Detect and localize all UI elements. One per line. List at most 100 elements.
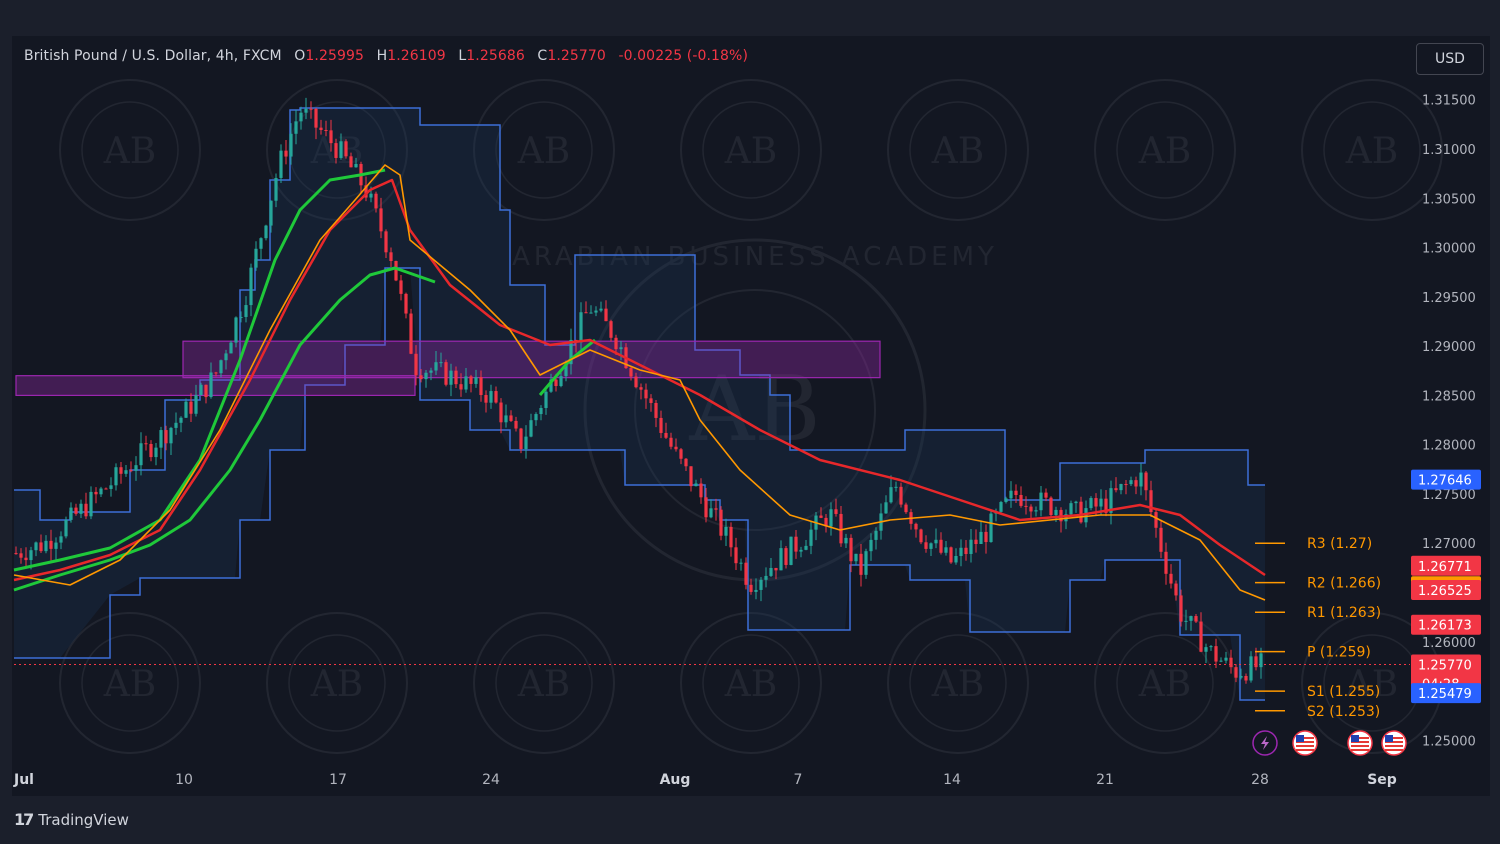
- y-axis-tick-label: 1.28500: [1422, 389, 1476, 404]
- candle-body: [1204, 647, 1208, 652]
- supply-demand-zone: [15, 375, 416, 396]
- candle-body: [854, 553, 858, 562]
- candle-body: [24, 557, 28, 561]
- candle-body: [844, 537, 848, 544]
- flag-stripe: [1385, 737, 1403, 739]
- watermark-ring-inner: [1116, 101, 1214, 199]
- candle-body: [129, 470, 133, 472]
- candle-body: [704, 497, 708, 518]
- candle-body: [1129, 480, 1133, 485]
- candle-body: [484, 395, 488, 403]
- candle-body: [244, 305, 248, 317]
- candle-body: [14, 553, 18, 555]
- candle-body: [604, 308, 608, 322]
- open-label: O: [294, 48, 306, 64]
- watermark-ring-inner: [288, 634, 386, 732]
- legend-header: British Pound / U.S. Dollar, 4h, FXCM O 1…: [24, 48, 748, 64]
- candle-body: [944, 547, 948, 553]
- price-tag-value: 1.26173: [1418, 619, 1472, 634]
- candle-body: [684, 458, 688, 467]
- price-tag-value: 1.26771: [1418, 560, 1472, 575]
- us-flag-icon: [1292, 730, 1318, 756]
- candle-body: [204, 384, 208, 398]
- watermark-ring: [680, 79, 822, 221]
- candle-body: [1099, 498, 1103, 507]
- candle-body: [304, 108, 308, 113]
- candle-body: [939, 539, 943, 553]
- chart-area[interactable]: [12, 36, 1490, 796]
- candle-body: [104, 488, 108, 490]
- price-tag-value: 1.25479: [1418, 687, 1472, 702]
- candle-body: [554, 379, 558, 387]
- candle-body: [989, 513, 993, 543]
- candle-body: [904, 504, 908, 513]
- candle-body: [164, 430, 168, 444]
- candle-body: [34, 542, 38, 551]
- y-axis-tick-label: 1.29000: [1422, 340, 1476, 355]
- candle-body: [1104, 498, 1108, 513]
- candle-body: [699, 483, 703, 498]
- candle-body: [569, 339, 573, 365]
- candle-body: [1124, 484, 1128, 486]
- flag-stripe: [1385, 749, 1403, 751]
- candle-body: [179, 417, 183, 423]
- ema-red-line: [13, 178, 1266, 582]
- brand-name: TradingView: [38, 810, 129, 829]
- flag-stripe: [1385, 741, 1403, 743]
- brand[interactable]: 17 TradingView: [14, 810, 129, 829]
- watermark-initials: AB: [517, 131, 570, 172]
- flag-stripe: [1351, 745, 1369, 747]
- candle-body: [709, 508, 713, 518]
- candle-body: [1029, 506, 1033, 512]
- watermark-ring: [59, 79, 201, 221]
- candle-body: [94, 491, 98, 495]
- watermark-ring: [266, 612, 408, 754]
- y-axis-tick-label: 1.31500: [1422, 94, 1476, 109]
- candle-body: [619, 347, 623, 350]
- lightning-icon: [1252, 730, 1278, 756]
- candle-body: [114, 467, 118, 486]
- candle-body: [339, 141, 343, 158]
- currency-button[interactable]: USD: [1416, 43, 1484, 75]
- flag-stripe: [1296, 749, 1314, 751]
- low-value: 1.25686: [466, 48, 525, 64]
- candle-body: [719, 509, 723, 536]
- candle-body: [459, 384, 463, 390]
- x-axis-tick-label: Sep: [1367, 772, 1397, 788]
- candle-body: [434, 362, 438, 371]
- flag-canton: [1296, 735, 1304, 742]
- candle-body: [424, 372, 428, 380]
- candle-body: [829, 509, 833, 527]
- x-axis-tick-label: 14: [943, 772, 961, 788]
- candle-body: [834, 509, 838, 514]
- y-axis-tick-label: 1.27000: [1422, 537, 1476, 552]
- flag-stripe: [1296, 737, 1314, 739]
- candle-body: [1194, 616, 1198, 622]
- candle-body: [759, 579, 763, 590]
- candle-body: [209, 372, 213, 398]
- watermark-ring-inner: [1323, 101, 1421, 199]
- candle-body: [1114, 488, 1118, 491]
- candle-body: [404, 293, 408, 314]
- candle-body: [864, 551, 868, 575]
- candle-body: [449, 370, 453, 385]
- candle-body: [74, 507, 78, 514]
- candle-body: [294, 121, 298, 134]
- candle-body: [559, 376, 563, 387]
- candle-body: [334, 143, 338, 158]
- candle-body: [894, 486, 898, 488]
- candle-body: [729, 526, 733, 548]
- watermark-big-ring-inner: [634, 289, 876, 531]
- flag-stripe: [1351, 737, 1369, 739]
- supply-demand-zone: [182, 340, 881, 379]
- candle-body: [1109, 488, 1113, 513]
- watermark-ring-inner: [909, 634, 1007, 732]
- price-tag: 1.26525: [1411, 580, 1481, 601]
- symbol-title: British Pound / U.S. Dollar, 4h, FXCM: [24, 48, 282, 64]
- y-axis-tick-label: 1.28000: [1422, 439, 1476, 454]
- x-axis-tick-label: 28: [1251, 772, 1269, 788]
- candle-body: [394, 260, 398, 281]
- watermark-initials: AB: [310, 664, 363, 705]
- watermark-ring: [1301, 79, 1443, 221]
